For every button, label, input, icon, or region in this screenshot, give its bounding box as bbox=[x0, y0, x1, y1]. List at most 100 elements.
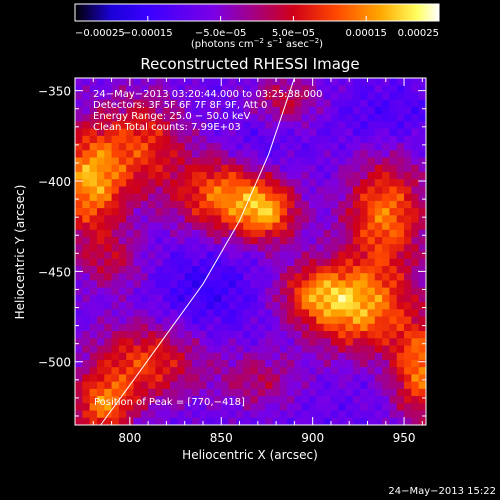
heatmap-cell bbox=[360, 374, 369, 383]
heatmap-cell bbox=[162, 359, 171, 368]
heatmap-cell bbox=[162, 367, 171, 375]
heatmap-cell bbox=[279, 352, 288, 361]
heatmap-cell bbox=[104, 106, 113, 115]
heatmap-cell bbox=[345, 157, 354, 166]
heatmap-cell bbox=[221, 106, 230, 115]
heatmap-cell bbox=[221, 316, 230, 325]
heatmap-cell bbox=[192, 359, 200, 368]
heatmap-cell bbox=[360, 150, 369, 159]
heatmap-cell bbox=[148, 258, 157, 267]
heatmap-cell bbox=[396, 309, 405, 318]
heatmap-cell bbox=[323, 92, 332, 101]
heatmap-cell bbox=[221, 352, 230, 361]
heatmap-cell bbox=[338, 92, 347, 101]
heatmap-cell bbox=[257, 171, 266, 180]
heatmap-cell bbox=[104, 251, 113, 260]
heatmap-cell bbox=[140, 121, 149, 130]
heatmap-cell bbox=[228, 381, 237, 390]
heatmap-cell bbox=[243, 85, 252, 94]
heatmap-cell bbox=[206, 179, 215, 188]
heatmap-cell bbox=[89, 294, 98, 303]
heatmap-cell bbox=[338, 338, 347, 347]
heatmap-cell bbox=[133, 193, 142, 202]
heatmap-cell bbox=[192, 106, 200, 115]
heatmap-cell bbox=[162, 92, 171, 101]
heatmap-cell bbox=[235, 410, 244, 419]
heatmap-cell bbox=[250, 135, 259, 144]
heatmap-cell bbox=[367, 78, 376, 86]
heatmap-cell bbox=[111, 294, 120, 303]
heatmap-cell bbox=[250, 78, 259, 86]
heatmap-cell bbox=[418, 229, 426, 238]
heatmap-cell bbox=[243, 99, 252, 108]
heatmap-cell bbox=[279, 410, 288, 419]
heatmap-cell bbox=[257, 367, 266, 375]
heatmap-cell bbox=[133, 273, 142, 282]
heatmap-cell bbox=[287, 164, 295, 173]
heatmap-cell bbox=[206, 410, 215, 419]
heatmap-cell bbox=[294, 208, 303, 216]
heatmap-cell bbox=[126, 367, 135, 375]
heatmap-cell bbox=[279, 171, 288, 180]
heatmap-cell bbox=[360, 331, 369, 339]
heatmap-cell bbox=[404, 359, 412, 368]
heatmap-cell bbox=[162, 164, 171, 173]
heatmap-cell bbox=[192, 222, 200, 231]
heatmap-cell bbox=[352, 251, 361, 260]
heatmap-cell bbox=[330, 229, 339, 238]
heatmap-cell bbox=[287, 135, 295, 144]
heatmap-cell bbox=[418, 106, 426, 115]
heatmap-cell bbox=[294, 143, 303, 151]
heatmap-cell bbox=[389, 265, 398, 274]
heatmap-cell bbox=[404, 215, 412, 224]
heatmap-cell bbox=[374, 251, 383, 260]
heatmap-cell bbox=[250, 302, 259, 310]
heatmap-cell bbox=[199, 99, 208, 108]
heatmap-cell bbox=[184, 417, 193, 425]
heatmap-cell bbox=[345, 143, 354, 151]
heatmap-cell bbox=[235, 99, 244, 108]
heatmap-cell bbox=[148, 323, 157, 332]
heatmap-cell bbox=[418, 294, 426, 303]
heatmap-cell bbox=[374, 237, 383, 245]
heatmap-cell bbox=[184, 150, 193, 159]
heatmap-cell bbox=[265, 92, 274, 101]
heatmap-cell bbox=[96, 237, 105, 245]
heatmap-cell bbox=[374, 280, 383, 289]
heatmap-cell bbox=[96, 106, 105, 115]
heatmap-cell bbox=[155, 106, 164, 115]
heatmap-cell bbox=[162, 186, 171, 195]
heatmap-cell bbox=[228, 294, 237, 303]
heatmap-cell bbox=[316, 331, 325, 339]
heatmap-cell bbox=[301, 287, 310, 296]
heatmap-cell bbox=[301, 143, 310, 151]
heatmap-cell bbox=[382, 157, 391, 166]
heatmap-cell bbox=[213, 265, 222, 274]
heatmap-cell bbox=[82, 237, 91, 245]
heatmap-cell bbox=[96, 244, 105, 253]
heatmap-cell bbox=[75, 215, 83, 224]
heatmap-cell bbox=[330, 352, 339, 361]
heatmap-cell bbox=[330, 157, 339, 166]
heatmap-cell bbox=[177, 99, 186, 108]
heatmap-cell bbox=[250, 273, 259, 282]
heatmap-cell bbox=[192, 403, 200, 412]
heatmap-cell bbox=[199, 186, 208, 195]
heatmap-cell bbox=[396, 316, 405, 325]
heatmap-cell bbox=[367, 92, 376, 101]
heatmap-cell bbox=[338, 410, 347, 419]
heatmap-cell bbox=[257, 359, 266, 368]
heatmap-cell bbox=[345, 287, 354, 296]
heatmap-cell bbox=[111, 143, 120, 151]
heatmap-cell bbox=[257, 345, 266, 354]
heatmap-cell bbox=[170, 193, 178, 202]
heatmap-cell bbox=[330, 251, 339, 260]
heatmap-cell bbox=[111, 396, 120, 404]
heatmap-cell bbox=[75, 331, 83, 339]
heatmap-cell bbox=[170, 106, 178, 115]
heatmap-cell bbox=[89, 121, 98, 130]
heatmap-cell bbox=[104, 388, 113, 397]
heatmap-cell bbox=[396, 171, 405, 180]
heatmap-cell bbox=[75, 92, 83, 101]
heatmap-cell bbox=[301, 280, 310, 289]
